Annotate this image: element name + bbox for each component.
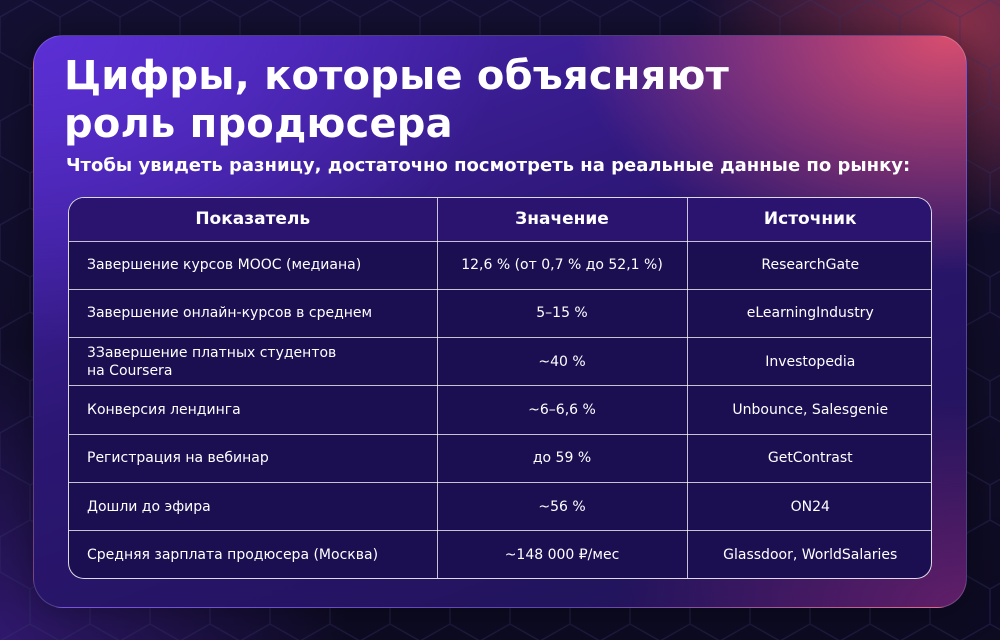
- cell-indicator: 3Завершение платных студентов на Courser…: [69, 337, 438, 387]
- cell-indicator-line-1: 3Завершение платных студентов: [87, 344, 337, 361]
- cell-source: eLearningIndustry: [687, 289, 931, 339]
- market-data-table: Показатель Значение Источник Завершение …: [68, 197, 932, 579]
- column-header-source: Источник: [687, 198, 931, 242]
- title-line-2: роль продюсера: [64, 101, 453, 147]
- table-row: Завершение онлайн-курсов в среднем 5–15 …: [69, 289, 931, 339]
- table-row: Дошли до эфира ~56 % ON24: [69, 482, 931, 532]
- cell-source: ON24: [687, 482, 931, 532]
- cell-value: ~56 %: [437, 482, 688, 532]
- cell-source: Investopedia: [687, 337, 931, 387]
- cell-indicator: Регистрация на вебинар: [69, 434, 438, 483]
- cell-indicator: Завершение онлайн-курсов в среднем: [69, 289, 438, 339]
- cell-indicator: Дошли до эфира: [69, 482, 438, 532]
- page-title: Цифры, которые объясняют роль продюсера: [64, 52, 864, 148]
- table-row: Завершение курсов MOOC (медиана) 12,6 % …: [69, 241, 931, 290]
- cell-value: до 59 %: [437, 434, 688, 483]
- table-header-row: Показатель Значение Источник: [69, 198, 931, 242]
- table-row: 3Завершение платных студентов на Courser…: [69, 337, 931, 387]
- table-row: Конверсия лендинга ~6–6,6 % Unbounce, Sa…: [69, 385, 931, 435]
- cell-value: 5–15 %: [437, 289, 688, 339]
- cell-indicator: Средняя зарплата продюсера (Москва): [69, 530, 438, 578]
- cell-value: 12,6 % (от 0,7 % до 52,1 %): [437, 241, 688, 290]
- cell-indicator: Завершение курсов MOOC (медиана): [69, 241, 438, 290]
- table-row: Средняя зарплата продюсера (Москва) ~148…: [69, 530, 931, 578]
- cell-indicator: Конверсия лендинга: [69, 385, 438, 435]
- cell-source: Glassdoor, WorldSalaries: [723, 547, 898, 564]
- table-row: Регистрация на вебинар до 59 % GetContra…: [69, 434, 931, 483]
- cell-value: ~40 %: [437, 337, 688, 387]
- cell-value: ~148 000 ₽/мес: [437, 530, 688, 578]
- cell-source: GetContrast: [687, 434, 931, 483]
- cell-indicator-line-2: на Coursera: [87, 362, 173, 379]
- column-header-value: Значение: [437, 198, 688, 242]
- subtitle: Чтобы увидеть разницу, достаточно посмот…: [66, 155, 911, 176]
- column-header-indicator: Показатель: [69, 198, 438, 242]
- cell-source: Unbounce, Salesgenie: [687, 385, 931, 435]
- title-line-1: Цифры, которые объясняют: [64, 53, 729, 99]
- cell-value: ~6–6,6 %: [437, 385, 688, 435]
- cell-source: ResearchGate: [687, 241, 931, 290]
